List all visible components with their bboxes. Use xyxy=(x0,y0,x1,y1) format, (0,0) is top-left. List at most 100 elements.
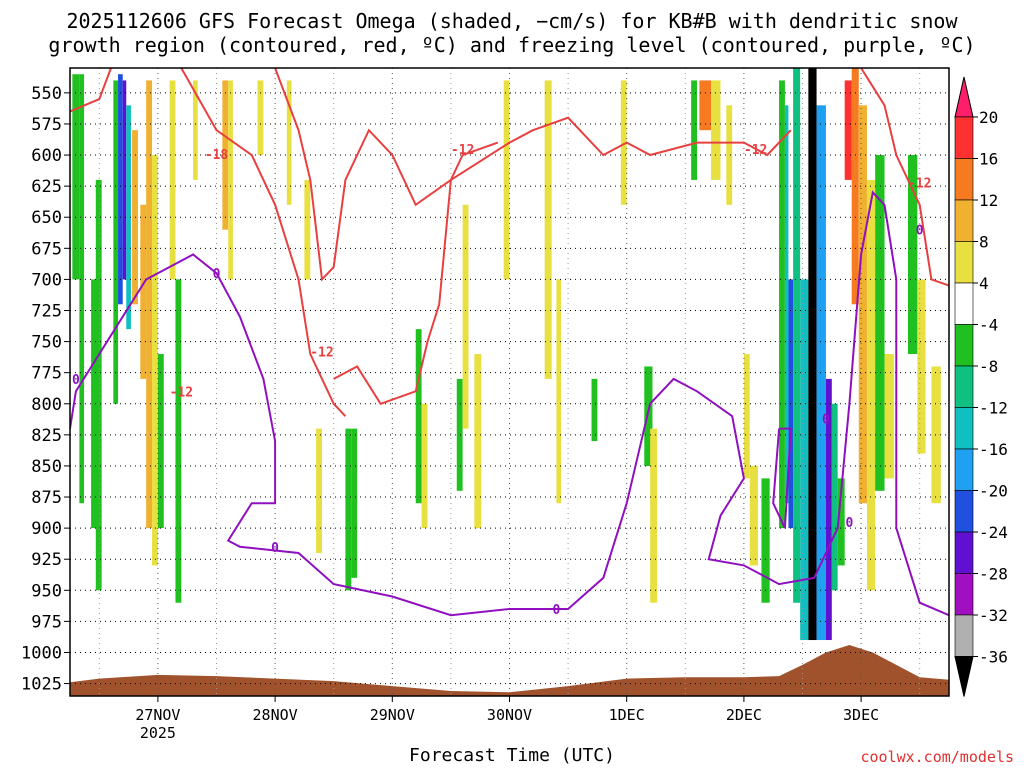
omega-shade-32 xyxy=(591,378,598,442)
omega-shade-38 xyxy=(711,80,721,180)
omega-shade-27 xyxy=(462,204,469,429)
colorbar-label-13: -36 xyxy=(979,648,1008,667)
omega-shade-18 xyxy=(257,80,264,156)
colorbar-label-3: 8 xyxy=(979,233,989,252)
colorbar-swatch-9 xyxy=(954,448,974,491)
contours xyxy=(70,68,949,617)
colorbar-label-4: 4 xyxy=(979,274,989,293)
y-tick-label-9: 775 xyxy=(31,364,62,384)
omega-shade-17 xyxy=(228,80,233,280)
terrain-fill xyxy=(70,645,949,696)
omega-shade-7 xyxy=(126,105,131,330)
omega-shade-35 xyxy=(650,428,658,603)
colorbar-label-8: -16 xyxy=(979,440,1008,459)
colorbar-swatch-13 xyxy=(954,614,974,657)
colorbar-swatch-10 xyxy=(954,490,974,533)
colorbar-bottom-arrow xyxy=(954,656,974,697)
chart-title-line2: growth region (contoured, red, ºC) and f… xyxy=(48,33,976,57)
omega-shade-19 xyxy=(286,80,292,205)
omega-shade-12 xyxy=(157,354,164,529)
omega-shade-0 xyxy=(72,74,80,280)
omega-shade-42 xyxy=(761,478,770,603)
x-tick-label-0: 27NOV xyxy=(135,706,180,724)
omega-shade-41 xyxy=(749,465,758,566)
colorbar-label-11: -28 xyxy=(979,565,1008,584)
contour-label-10: 0 xyxy=(822,413,830,428)
y-tick-label-18: 1000 xyxy=(21,643,62,663)
omega-shade-34 xyxy=(644,366,653,466)
omega-shade-40 xyxy=(743,354,750,479)
chart-title-line1: 2025112606 GFS Forecast Omega (shaded, −… xyxy=(66,9,958,33)
omega-shade-36 xyxy=(691,80,698,180)
omega-shade-10 xyxy=(146,80,153,529)
colorbar-swatch-2 xyxy=(954,158,974,201)
colorbar-swatch-12 xyxy=(954,573,974,616)
omega-shade-37 xyxy=(699,80,712,131)
omega-shade-15 xyxy=(193,80,198,180)
y-tick-label-8: 750 xyxy=(31,333,62,353)
omega-shade-23 xyxy=(351,428,358,578)
dgz-contour-1 xyxy=(180,68,347,417)
contour-label-9: 0 xyxy=(552,603,560,618)
omega-shade-9 xyxy=(140,204,147,379)
colorbar-swatch-3 xyxy=(954,199,974,242)
y-tick-label-1: 575 xyxy=(31,115,62,135)
y-tick-label-10: 800 xyxy=(31,395,62,415)
colorbar-swatch-6 xyxy=(954,324,974,367)
dgz-contour-3 xyxy=(333,141,499,406)
omega-shade-53 xyxy=(844,80,852,180)
omega-shade-33 xyxy=(620,80,627,205)
omega-shade-50 xyxy=(825,378,832,641)
omega-shade-28 xyxy=(474,354,482,529)
omega-shade-47 xyxy=(800,279,809,641)
y-tick-label-17: 975 xyxy=(31,612,62,632)
omega-shade-52 xyxy=(837,478,845,566)
y-tick-label-14: 900 xyxy=(31,519,62,539)
contour-label-4: -12 xyxy=(170,385,193,400)
omega-shade-44 xyxy=(784,105,789,504)
omega-shading xyxy=(72,68,941,641)
colorbar-top-arrow xyxy=(954,76,974,118)
contour-label-8: 0 xyxy=(271,541,279,556)
omega-shade-39 xyxy=(726,105,733,205)
x-tick-sublabel: 2025 xyxy=(140,724,176,742)
contour-label-6: 0 xyxy=(72,373,80,388)
colorbar-label-2: 12 xyxy=(979,191,998,210)
colorbar-label-7: -12 xyxy=(979,399,1008,418)
omega-shade-30 xyxy=(544,80,552,379)
x-axis-ticks: 27NOV 28NOV 29NOV 30NOV 1DEC 2DEC 3DEC 2025 xyxy=(135,696,879,742)
x-tick-label-6: 3DEC xyxy=(843,706,879,724)
omega-shade-51 xyxy=(831,403,838,591)
omega-shade-46 xyxy=(793,68,801,603)
colorbar-label-0: 20 xyxy=(979,108,998,127)
contour-label-11: 0 xyxy=(845,516,853,531)
y-tick-label-7: 725 xyxy=(31,301,62,321)
colorbar-label-6: -8 xyxy=(979,357,998,376)
omega-shade-5 xyxy=(118,74,123,305)
omega-shade-59 xyxy=(907,155,918,355)
omega-shade-56 xyxy=(866,179,876,591)
y-tick-label-2: 600 xyxy=(31,146,62,166)
freezing-contour-1 xyxy=(772,427,792,529)
colorbar-swatch-7 xyxy=(954,365,974,408)
y-tick-label-11: 825 xyxy=(31,426,62,446)
y-tick-label-3: 625 xyxy=(31,177,62,197)
credit-link[interactable]: coolwx.com/models xyxy=(860,748,1014,766)
dgz-contour-2 xyxy=(274,68,792,282)
freezing-contour-0 xyxy=(70,190,949,617)
y-tick-label-5: 675 xyxy=(31,239,62,259)
omega-shade-2 xyxy=(91,279,97,529)
contour-label-5: -12 xyxy=(908,176,931,191)
omega-shade-20 xyxy=(304,179,311,280)
contour-label-7: 0 xyxy=(213,267,221,282)
omega-shade-6 xyxy=(122,80,127,280)
contour-label-1: -12 xyxy=(451,143,474,158)
terrain-profile xyxy=(70,645,949,696)
omega-shade-14 xyxy=(175,279,182,603)
y-tick-label-4: 650 xyxy=(31,208,62,228)
x-tick-label-2: 29NOV xyxy=(370,706,415,724)
omega-shade-13 xyxy=(169,80,176,280)
omega-shade-3 xyxy=(95,179,102,591)
colorbar-label-9: -20 xyxy=(979,482,1008,501)
